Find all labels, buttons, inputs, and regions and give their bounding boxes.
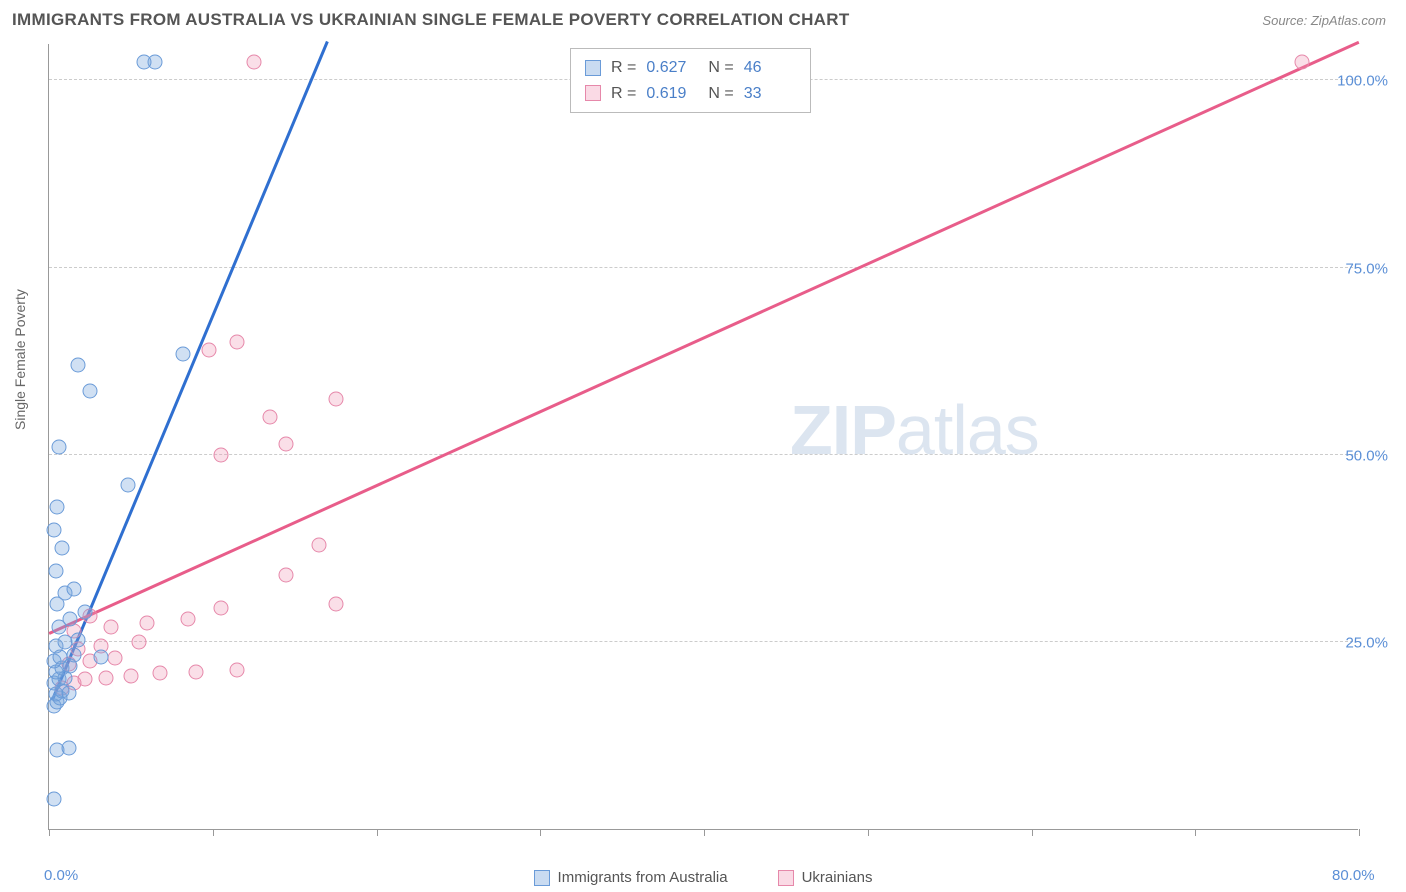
r-label: R = bbox=[611, 55, 636, 81]
r-label: R = bbox=[611, 81, 636, 107]
y-tick-label: 50.0% bbox=[1345, 447, 1388, 464]
data-point bbox=[246, 54, 261, 69]
data-point bbox=[312, 537, 327, 552]
trend-line-pink bbox=[48, 41, 1359, 635]
legend-label: Ukrainians bbox=[802, 869, 873, 886]
r-value: 0.619 bbox=[646, 81, 698, 107]
data-point bbox=[1294, 54, 1309, 69]
legend-item: Immigrants from Australia bbox=[534, 869, 728, 886]
x-tick bbox=[1359, 829, 1360, 836]
chart-title: IMMIGRANTS FROM AUSTRALIA VS UKRAINIAN S… bbox=[12, 10, 850, 30]
data-point bbox=[263, 410, 278, 425]
bottom-legend: Immigrants from Australia Ukrainians bbox=[0, 869, 1406, 886]
trend-line-blue bbox=[51, 41, 328, 701]
data-point bbox=[71, 357, 86, 372]
gridline-horizontal bbox=[49, 454, 1358, 455]
n-label: N = bbox=[708, 55, 733, 81]
x-tick bbox=[377, 829, 378, 836]
data-point bbox=[153, 666, 168, 681]
data-point bbox=[51, 440, 66, 455]
data-point bbox=[140, 616, 155, 631]
data-point bbox=[99, 670, 114, 685]
legend-swatch-icon bbox=[534, 870, 550, 886]
stats-row: R = 0.619 N = 33 bbox=[585, 81, 796, 107]
data-point bbox=[78, 604, 93, 619]
x-tick bbox=[868, 829, 869, 836]
scatter-plot-area bbox=[48, 44, 1358, 830]
n-label: N = bbox=[708, 81, 733, 107]
data-point bbox=[189, 664, 204, 679]
data-point bbox=[63, 612, 78, 627]
data-point bbox=[66, 582, 81, 597]
data-point bbox=[61, 685, 76, 700]
data-point bbox=[50, 500, 65, 515]
data-point bbox=[230, 335, 245, 350]
gridline-horizontal bbox=[49, 641, 1358, 642]
data-point bbox=[279, 567, 294, 582]
data-point bbox=[328, 597, 343, 612]
data-point bbox=[279, 436, 294, 451]
data-point bbox=[202, 342, 217, 357]
n-value: 46 bbox=[744, 55, 796, 81]
legend-label: Immigrants from Australia bbox=[558, 869, 728, 886]
data-point bbox=[176, 346, 191, 361]
r-value: 0.627 bbox=[646, 55, 698, 81]
x-tick bbox=[213, 829, 214, 836]
legend-swatch-icon bbox=[585, 60, 601, 76]
data-point bbox=[213, 447, 228, 462]
data-point bbox=[46, 522, 61, 537]
data-point bbox=[78, 672, 93, 687]
source-attribution: Source: ZipAtlas.com bbox=[1262, 13, 1386, 28]
data-point bbox=[104, 619, 119, 634]
gridline-horizontal bbox=[49, 267, 1358, 268]
data-point bbox=[181, 612, 196, 627]
x-tick bbox=[1032, 829, 1033, 836]
data-point bbox=[46, 792, 61, 807]
data-point bbox=[66, 648, 81, 663]
data-point bbox=[213, 601, 228, 616]
data-point bbox=[132, 634, 147, 649]
data-point bbox=[120, 477, 135, 492]
y-axis-label: Single Female Poverty bbox=[12, 289, 28, 430]
data-point bbox=[94, 649, 109, 664]
x-tick bbox=[540, 829, 541, 836]
stats-row: R = 0.627 N = 46 bbox=[585, 55, 796, 81]
x-tick bbox=[49, 829, 50, 836]
data-point bbox=[55, 541, 70, 556]
x-tick-label: 0.0% bbox=[44, 867, 78, 884]
y-tick-label: 75.0% bbox=[1345, 260, 1388, 277]
data-point bbox=[107, 651, 122, 666]
data-point bbox=[136, 54, 151, 69]
x-tick bbox=[1195, 829, 1196, 836]
legend-item: Ukrainians bbox=[778, 869, 873, 886]
legend-swatch-icon bbox=[778, 870, 794, 886]
data-point bbox=[82, 384, 97, 399]
x-tick-label: 80.0% bbox=[1332, 867, 1375, 884]
data-point bbox=[61, 741, 76, 756]
data-point bbox=[71, 633, 86, 648]
data-point bbox=[328, 391, 343, 406]
n-value: 33 bbox=[744, 81, 796, 107]
correlation-stats-box: R = 0.627 N = 46 R = 0.619 N = 33 bbox=[570, 48, 811, 113]
legend-swatch-icon bbox=[585, 85, 601, 101]
x-tick bbox=[704, 829, 705, 836]
data-point bbox=[230, 662, 245, 677]
y-tick-label: 100.0% bbox=[1337, 73, 1388, 90]
y-tick-label: 25.0% bbox=[1345, 634, 1388, 651]
data-point bbox=[48, 563, 63, 578]
data-point bbox=[123, 668, 138, 683]
